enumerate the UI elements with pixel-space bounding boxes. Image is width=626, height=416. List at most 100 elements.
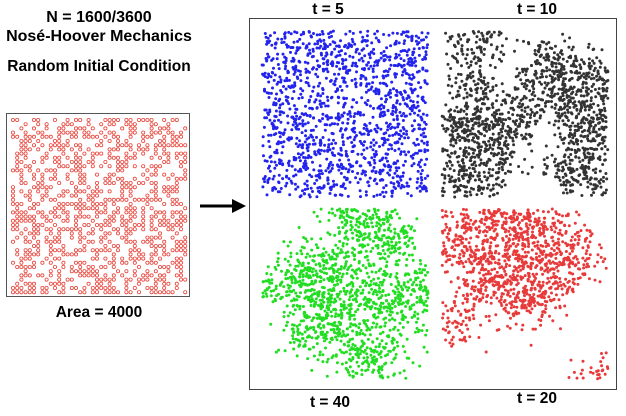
particle — [488, 89, 492, 93]
particle — [592, 191, 596, 195]
particle — [274, 109, 278, 113]
particle — [302, 32, 306, 36]
particle — [398, 371, 402, 375]
initial-particle — [65, 122, 70, 127]
initial-particle — [178, 218, 183, 223]
initial-particle — [153, 193, 158, 198]
particle — [357, 261, 361, 265]
particle — [568, 106, 572, 109]
particle — [481, 92, 485, 96]
particle — [544, 58, 548, 62]
particle — [592, 69, 596, 73]
particle — [333, 72, 336, 76]
initial-particle — [82, 151, 87, 156]
particle — [393, 149, 397, 152]
particle — [458, 110, 462, 114]
initial-particle — [23, 181, 28, 186]
particle — [484, 87, 488, 91]
particle — [266, 181, 270, 184]
initial-particle — [36, 181, 41, 186]
particle — [476, 136, 480, 140]
initial-particle — [57, 130, 62, 135]
initial-particle — [157, 256, 162, 261]
particle — [341, 133, 345, 137]
particle — [457, 120, 461, 124]
initial-particle — [153, 290, 158, 295]
particle — [346, 237, 350, 241]
particle — [545, 166, 549, 170]
particle — [262, 295, 265, 298]
initial-particle — [48, 252, 53, 257]
initial-particle — [57, 202, 62, 207]
particle — [308, 347, 312, 351]
particle — [547, 58, 551, 62]
particle — [511, 96, 515, 100]
particle — [424, 333, 428, 337]
particle — [351, 55, 355, 59]
initial-particle — [82, 285, 87, 290]
particle — [293, 83, 297, 87]
initial-particle — [27, 138, 32, 143]
particle — [481, 120, 485, 123]
initial-particle — [111, 243, 116, 248]
initial-particle — [19, 214, 24, 219]
particle — [578, 76, 582, 80]
particle — [592, 126, 596, 129]
particle — [319, 141, 323, 145]
particle — [346, 250, 350, 254]
particle — [411, 50, 415, 54]
particle — [574, 178, 578, 182]
particle — [281, 177, 285, 181]
particle — [579, 109, 582, 113]
particle — [315, 106, 319, 110]
particle — [586, 180, 590, 184]
initial-particle — [15, 160, 20, 165]
particle — [265, 116, 269, 120]
initial-particle — [69, 134, 74, 139]
particle — [603, 135, 607, 139]
title-mechanics: Nosé-Hoover Mechanics — [6, 28, 192, 45]
particle — [597, 121, 600, 125]
initial-particle — [136, 264, 141, 269]
particle — [421, 58, 425, 61]
particle — [378, 325, 382, 329]
initial-particle — [170, 210, 175, 215]
initial-particle — [116, 160, 121, 165]
particle — [277, 173, 281, 177]
initial-particle — [141, 273, 146, 278]
particle — [515, 67, 519, 71]
particle — [306, 149, 310, 153]
particle — [340, 88, 344, 92]
particle — [520, 133, 524, 137]
initial-particle — [116, 138, 121, 143]
particle — [261, 135, 265, 139]
particle — [423, 120, 426, 124]
particle — [351, 61, 355, 65]
particle — [278, 97, 282, 101]
initial-particle — [74, 143, 79, 148]
particle — [367, 61, 370, 64]
particle — [375, 350, 379, 354]
particle — [388, 143, 392, 147]
initial-particle — [132, 214, 137, 219]
initial-particle — [166, 189, 171, 194]
initial-particle — [153, 214, 158, 219]
particle — [558, 71, 562, 75]
particle — [419, 172, 423, 176]
particle — [426, 148, 430, 152]
particle — [348, 357, 351, 361]
initial-particle — [65, 227, 70, 232]
particle — [325, 114, 329, 118]
particle — [462, 148, 466, 152]
particle — [571, 177, 575, 181]
particle — [420, 97, 424, 101]
particle — [454, 141, 458, 145]
particle — [483, 134, 487, 138]
particle — [457, 173, 461, 176]
particle — [350, 346, 354, 350]
initial-particle — [11, 285, 16, 290]
initial-particle — [178, 227, 183, 232]
particle — [561, 88, 565, 92]
particle — [355, 47, 359, 51]
particle — [277, 348, 281, 352]
